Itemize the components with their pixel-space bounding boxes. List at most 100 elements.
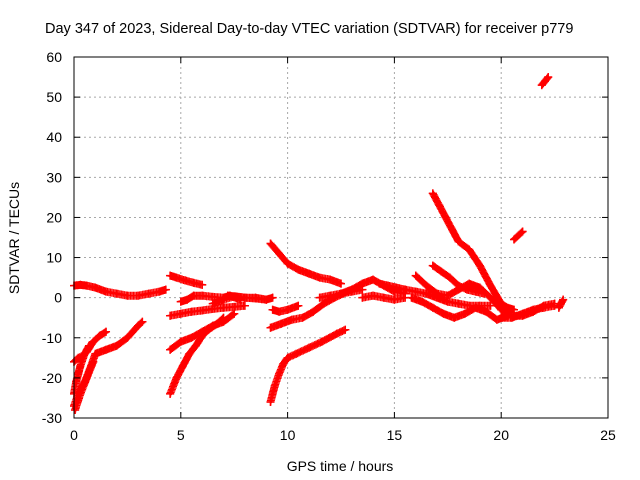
data-point — [375, 279, 384, 288]
data-point — [71, 405, 80, 414]
series-arc-05 — [71, 357, 98, 414]
data-point — [91, 283, 100, 292]
data-point — [95, 331, 104, 340]
y-tick-label: -20 — [42, 370, 62, 386]
data-point — [232, 292, 241, 301]
y-tick-label: 30 — [46, 169, 62, 185]
data-point — [191, 341, 200, 350]
data-point — [294, 301, 303, 310]
data-point — [510, 235, 519, 244]
chart-title: Day 347 of 2023, Sidereal Day-to-day VTE… — [45, 21, 573, 37]
data-point — [529, 305, 538, 314]
data-point — [559, 295, 568, 304]
data-point — [76, 389, 85, 398]
data-point — [178, 361, 187, 370]
data-point — [492, 315, 501, 324]
data-point — [84, 341, 93, 350]
data-point — [341, 325, 350, 334]
data-point — [198, 291, 207, 300]
data-point — [304, 343, 313, 352]
data-point — [422, 289, 431, 298]
data-point — [315, 273, 324, 282]
data-point — [270, 381, 279, 390]
data-point — [82, 373, 91, 382]
data-point — [428, 261, 437, 270]
data-point — [486, 301, 495, 310]
data-point — [460, 309, 469, 318]
y-tick-label: -30 — [42, 410, 62, 426]
data-point — [283, 353, 292, 362]
data-point — [166, 345, 175, 354]
data-point — [172, 273, 181, 282]
data-point — [275, 249, 284, 258]
y-tick-label: -10 — [42, 330, 62, 346]
series-arc-25 — [428, 261, 489, 298]
data-point — [275, 307, 284, 316]
series-markers — [266, 239, 345, 288]
data-point — [465, 245, 474, 254]
x-tick-label: 5 — [177, 427, 185, 443]
data-point — [507, 313, 516, 322]
data-point — [539, 303, 548, 312]
data-point — [486, 293, 495, 302]
data-point — [287, 315, 296, 324]
series-arc-16 — [266, 325, 350, 406]
data-point — [347, 285, 356, 294]
data-point — [537, 81, 546, 90]
data-point — [439, 309, 448, 318]
data-point — [208, 292, 217, 301]
data-point — [497, 305, 506, 314]
data-point — [428, 303, 437, 312]
data-point — [189, 291, 198, 300]
data-point — [240, 301, 249, 310]
data-point — [134, 291, 143, 300]
series-markers — [266, 325, 350, 406]
series-arc-10 — [166, 313, 228, 398]
data-point — [315, 293, 324, 302]
data-point — [176, 297, 185, 306]
x-tick-label: 10 — [280, 427, 296, 443]
data-point — [89, 337, 98, 346]
data-point — [540, 77, 549, 86]
data-point — [418, 297, 427, 306]
data-point — [82, 281, 91, 290]
data-point — [138, 317, 147, 326]
data-point — [204, 325, 213, 334]
data-point — [123, 291, 132, 300]
data-point — [189, 278, 198, 287]
series-markers — [166, 301, 249, 320]
tick-layer: 0 5 10 15 20 25 -30 -20 -10 0 10 20 30 40 50 60 — [42, 49, 616, 443]
data-point — [392, 283, 401, 292]
data-point — [181, 276, 190, 285]
data-point — [102, 287, 111, 296]
data-point — [102, 345, 111, 354]
data-point — [465, 281, 474, 290]
data-point — [176, 309, 185, 318]
data-point — [72, 377, 81, 386]
data-point — [166, 311, 175, 320]
data-point — [266, 397, 275, 406]
data-point — [326, 275, 335, 284]
data-point — [166, 389, 175, 398]
y-tick-label: 0 — [54, 290, 62, 306]
x-tick-label: 20 — [493, 427, 509, 443]
data-point — [176, 337, 185, 346]
data-point — [166, 271, 175, 280]
data-point — [213, 319, 222, 328]
data-point — [435, 201, 444, 210]
data-point — [268, 305, 277, 314]
data-point — [123, 333, 132, 342]
data-point — [411, 287, 420, 296]
data-point — [112, 289, 121, 298]
data-point — [411, 271, 420, 280]
y-tick-label: 10 — [46, 250, 62, 266]
data-point — [337, 289, 345, 298]
data-point — [219, 313, 228, 322]
data-point — [475, 283, 484, 292]
data-point — [454, 237, 463, 246]
data-point — [155, 287, 164, 296]
series-arc-09 — [166, 309, 239, 354]
data-point — [183, 295, 192, 304]
data-point — [309, 307, 318, 316]
data-point — [76, 280, 85, 289]
